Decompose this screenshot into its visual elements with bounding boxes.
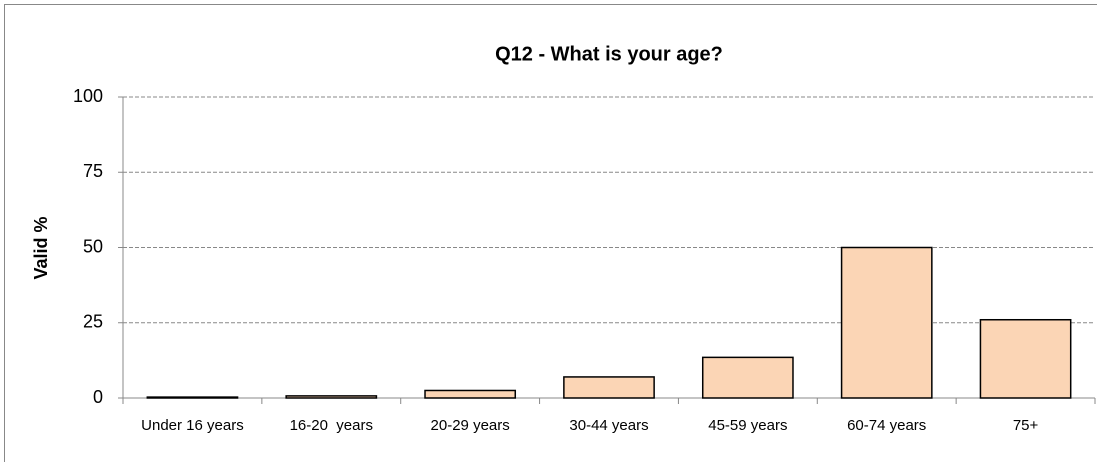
bar [563, 376, 655, 399]
bar [979, 318, 1072, 399]
bar [701, 356, 794, 399]
y-tick-label: 25 [83, 312, 103, 332]
y-tick-label: 0 [93, 387, 103, 407]
chart-title: Q12 - What is your age? [495, 43, 723, 65]
x-tick-label: 30-44 years [569, 417, 648, 434]
x-tick-label: 45-59 years [708, 417, 787, 434]
y-tick-label: 50 [83, 236, 103, 256]
y-axis-label: Valid % [31, 216, 51, 279]
x-tick-label: 60-74 years [847, 417, 926, 434]
x-tick-label: 16-20 years [290, 417, 373, 434]
x-tick-label: 20-29 years [431, 417, 510, 434]
y-tick-label: 75 [83, 161, 103, 181]
bar [424, 389, 517, 399]
bar [146, 396, 239, 399]
y-tick-label: 100 [73, 86, 103, 106]
bar [840, 246, 933, 399]
x-tick-label: Under 16 years [141, 417, 244, 434]
chart-frame [4, 4, 1097, 462]
x-tick-label: 75+ [1013, 417, 1039, 434]
bar [285, 395, 378, 399]
